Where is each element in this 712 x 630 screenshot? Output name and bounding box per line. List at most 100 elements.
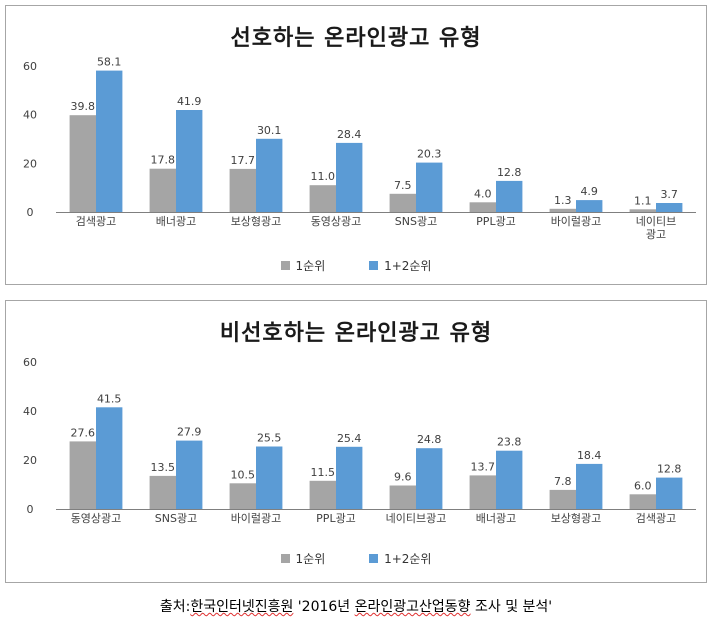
data-label: 41.5	[97, 392, 122, 405]
x-category-label: 보상형광고	[551, 512, 602, 525]
chart-title: 선호하는 온라인광고 유형	[230, 26, 482, 51]
legend-swatch-blue	[369, 554, 379, 563]
data-label: 24.8	[417, 433, 442, 446]
bar-rank1-2-4	[416, 448, 443, 509]
legend-label: 1+2순위	[384, 552, 432, 566]
bar-rank1-1	[149, 168, 176, 212]
legend-label: 1순위	[295, 259, 326, 273]
caption-report: 온라인광고산업동향	[354, 599, 471, 615]
caption-prefix: 출처:	[159, 599, 191, 615]
y-tick-label: 20	[23, 454, 37, 467]
x-category-label: SNS광고	[395, 215, 437, 228]
bar-rank1-4	[389, 193, 416, 213]
bar-rank1-2-5	[496, 180, 523, 212]
chart-panel-preferred: 선호하는 온라인광고 유형 0 20 40 60 39.8 17.8 17.7 11.0 7.5…	[5, 5, 707, 285]
y-tick-label: 60	[23, 60, 37, 73]
legend-item-series-1: 1순위	[280, 257, 326, 274]
y-tick-label: 60	[23, 356, 37, 369]
data-label: 4.0	[474, 187, 492, 200]
caption-middle: '2016년	[293, 599, 355, 615]
x-category-label: 바이럴광고	[231, 512, 282, 525]
caption-suffix: 조사 및 분석'	[470, 599, 553, 615]
bar-rank1-0	[69, 115, 96, 212]
y-tick-label: 0	[27, 206, 34, 219]
x-category-label: 검색광고	[76, 215, 116, 228]
data-label: 27.9	[177, 426, 202, 439]
data-label: 13.5	[151, 461, 176, 474]
data-label: 30.1	[257, 124, 282, 137]
data-label: 7.5	[394, 179, 412, 192]
data-label: 25.5	[257, 432, 282, 445]
x-category-label: 동영상광고	[311, 215, 362, 228]
bar-rank1-2-2	[256, 138, 283, 212]
bar-rank1-5	[469, 202, 496, 212]
data-label: 28.4	[337, 128, 362, 141]
bar-rank1-4	[389, 485, 416, 509]
chart-panel-non-preferred: 비선호하는 온라인광고 유형 0 20 40 60 27.6 13.5 10.5 11.5 9.…	[5, 300, 707, 583]
x-category-label: 동영상광고	[71, 512, 122, 525]
x-category-label: 배너광고	[156, 215, 196, 228]
source-caption: 출처:한국인터넷진흥원 '2016년 온라인광고산업동향 조사 및 분석'	[0, 596, 712, 616]
bar-chart-non-preferred: 0 20 40 60 27.6 13.5 10.5 11.5 9.6 13.7 7.8 6.0 41.5…	[23, 356, 696, 525]
x-category-label: 검색광고	[636, 512, 676, 525]
bar-rank1-2-1	[176, 110, 203, 212]
y-tick-label: 40	[23, 109, 37, 122]
bar-rank1-2-3	[336, 446, 363, 509]
bar-rank1-0	[69, 441, 96, 509]
data-label: 1.1	[634, 194, 652, 207]
bar-rank1-2-7	[656, 477, 683, 509]
legend: 1순위 1+2순위	[6, 257, 706, 274]
legend-item-series-2: 1+2순위	[369, 257, 431, 274]
data-label: 27.6	[71, 426, 96, 439]
chart-title: 비선호하는 온라인광고 유형	[219, 321, 493, 346]
data-label: 23.8	[497, 436, 522, 449]
data-label: 1.3	[554, 194, 572, 207]
data-label: 6.0	[634, 479, 652, 492]
data-label: 10.5	[231, 468, 256, 481]
x-category-label: 보상형광고	[231, 215, 282, 228]
x-category-label: 광고	[646, 228, 666, 241]
bar-rank1-2-4	[416, 162, 443, 212]
bar-rank1-2-3	[336, 142, 363, 212]
bar-rank1-7	[629, 494, 656, 509]
bar-rank1-1	[149, 475, 176, 509]
legend-label: 1순위	[295, 552, 326, 566]
data-label: 20.3	[417, 148, 442, 161]
bar-chart-preferred: 0 20 40 60 39.8 17.8 17.7 11.0 7.5 4.0 1.3 1.1 58.1 4…	[23, 56, 696, 241]
x-category-label: PPL광고	[476, 215, 516, 228]
data-label: 39.8	[71, 100, 96, 113]
x-category-label: PPL광고	[316, 512, 356, 525]
bar-rank1-3	[309, 480, 336, 509]
bar-rank1-2-6	[576, 463, 603, 509]
legend-swatch-gray	[280, 261, 290, 270]
data-label: 12.8	[657, 463, 682, 476]
x-category-label: 네이티브	[636, 215, 676, 228]
data-label: 17.8	[151, 154, 176, 167]
x-category-label: 배너광고	[476, 512, 516, 525]
legend-label: 1+2순위	[384, 259, 432, 273]
x-category-label: 바이럴광고	[551, 215, 602, 228]
bar-rank1-6	[549, 489, 576, 509]
data-label: 3.7	[660, 188, 678, 201]
y-tick-label: 40	[23, 405, 37, 418]
data-label: 9.6	[394, 471, 412, 484]
data-label: 12.8	[497, 166, 522, 179]
bar-rank1-2-6	[576, 200, 603, 212]
legend-item-series-1: 1순위	[280, 550, 326, 567]
bar-rank1-5	[469, 475, 496, 509]
bar-rank1-2	[229, 168, 256, 212]
bar-rank1-2-7	[656, 203, 683, 212]
x-category-label: 네이티브광고	[386, 512, 447, 525]
data-label: 11.0	[311, 170, 336, 183]
data-label: 11.5	[311, 466, 336, 479]
data-label: 41.9	[177, 95, 202, 108]
bar-rank1-2	[229, 483, 256, 509]
caption-source: 한국인터넷진흥원	[190, 599, 294, 615]
bar-rank1-2-0	[96, 407, 123, 509]
y-tick-label: 20	[23, 157, 37, 170]
data-label: 7.8	[554, 475, 572, 488]
x-category-label: SNS광고	[155, 512, 197, 525]
data-label: 4.9	[580, 185, 598, 198]
data-label: 58.1	[97, 56, 122, 69]
data-label: 13.7	[471, 460, 496, 473]
